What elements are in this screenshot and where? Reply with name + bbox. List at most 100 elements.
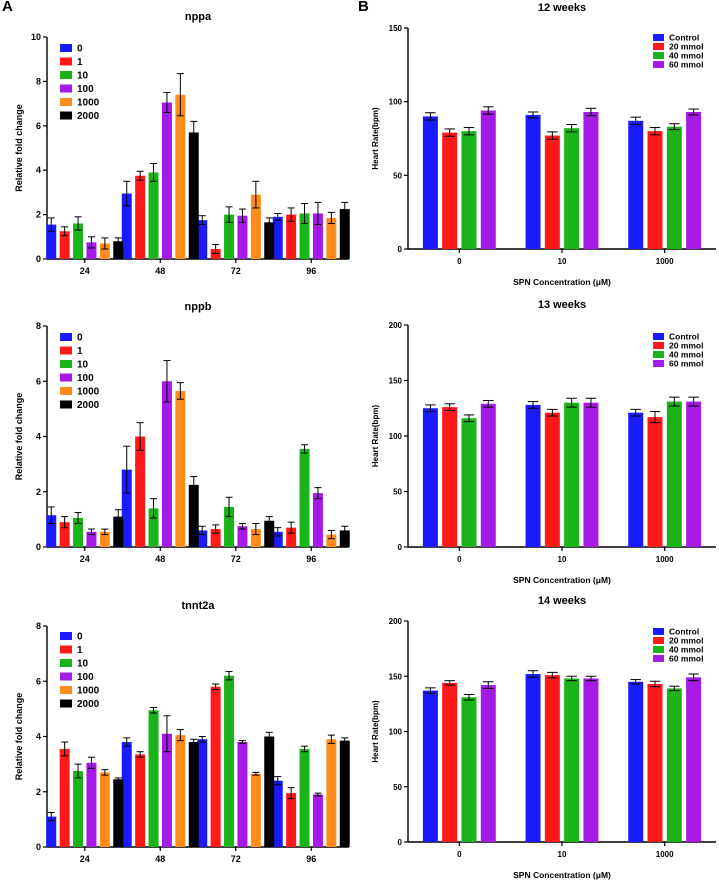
bar — [46, 816, 57, 847]
y-tick-label: 6 — [36, 121, 41, 131]
panel-label-b: B — [358, 0, 369, 15]
y-tick-label: 10 — [31, 32, 41, 42]
legend-swatch — [60, 98, 72, 106]
y-tick-label: 150 — [389, 24, 403, 33]
bar — [188, 132, 199, 259]
chart-title: 14 weeks — [538, 595, 586, 607]
y-tick-label: 50 — [393, 171, 402, 180]
y-tick-label: 150 — [389, 672, 403, 681]
bar — [442, 407, 458, 547]
y-tick-label: 8 — [36, 321, 41, 331]
legend-swatch — [60, 111, 72, 120]
bar — [647, 131, 663, 249]
bar — [422, 116, 438, 250]
y-tick-label: 6 — [36, 376, 41, 386]
bar — [564, 678, 580, 842]
x-tick-label: 72 — [231, 854, 241, 864]
legend-swatch — [653, 351, 664, 358]
legend-swatch — [60, 400, 72, 409]
legend: 0 1 10 100 1000 2000 — [60, 333, 100, 411]
bar — [197, 530, 208, 547]
y-tick-label: 0 — [398, 245, 403, 254]
legend-label: 1000 — [77, 98, 100, 109]
bar — [86, 762, 97, 847]
x-tick-label: 0 — [457, 257, 462, 266]
bar — [326, 739, 337, 847]
x-tick-label: 48 — [155, 554, 165, 564]
bar — [299, 448, 310, 547]
legend-swatch — [60, 71, 72, 79]
legend-label: 40 mmol — [669, 645, 704, 655]
y-tick-label: 2 — [36, 787, 41, 797]
legend-label: Control — [669, 627, 699, 637]
bar — [666, 401, 682, 547]
bar — [339, 209, 350, 259]
bar — [628, 120, 644, 249]
bar — [73, 517, 84, 547]
chart-title: nppa — [185, 11, 212, 23]
x-tick-label: 1000 — [656, 555, 674, 564]
legend-swatch — [653, 61, 664, 68]
x-tick-label: 24 — [80, 266, 90, 276]
bar — [442, 682, 458, 842]
bar — [197, 220, 208, 259]
legend: 0 1 10 100 1000 2000 — [60, 632, 100, 710]
bar — [113, 779, 124, 847]
x-axis-label: SPN Concentration (μM) — [513, 277, 611, 287]
legend-label: Control — [669, 332, 699, 342]
legend-label: 2000 — [77, 400, 100, 411]
bar — [113, 516, 124, 547]
bar — [59, 748, 70, 847]
chart-title: nppb — [185, 301, 212, 313]
bar — [564, 128, 580, 249]
legend-label: 100 — [77, 373, 94, 384]
bar — [210, 249, 221, 259]
x-axis-label: SPN Concentration (μM) — [513, 575, 611, 585]
bar — [224, 214, 235, 259]
chart-5: 13 weeks 0 50 100 150 200 Heart Rate(bpm) 0 10 10… — [371, 299, 716, 585]
y-axis-label: Heart Rate(bpm) — [371, 107, 380, 170]
bar — [59, 522, 70, 547]
bar — [188, 742, 199, 847]
bar — [224, 675, 235, 847]
legend-label: 1000 — [77, 387, 100, 398]
legend-swatch — [60, 387, 72, 395]
bar — [264, 736, 275, 847]
bar — [525, 404, 541, 547]
bar — [250, 773, 261, 847]
legend-swatch — [653, 333, 664, 340]
bar — [666, 126, 682, 249]
legend-swatch — [653, 637, 664, 644]
bar — [326, 217, 337, 259]
bar — [525, 674, 541, 842]
legend-label: 10 — [77, 360, 89, 371]
bar — [647, 417, 663, 547]
legend-label: 1 — [77, 346, 83, 357]
bar — [148, 172, 159, 259]
bar — [59, 231, 70, 259]
chart-title: tnnt2a — [182, 600, 216, 612]
legend-swatch — [653, 646, 664, 653]
legend-label: 1 — [77, 57, 83, 68]
bar — [175, 94, 186, 259]
bar — [461, 697, 477, 842]
y-tick-label: 4 — [36, 432, 41, 442]
bar — [135, 754, 146, 847]
y-tick-label: 0 — [36, 542, 41, 552]
bar — [564, 402, 580, 547]
bar — [583, 678, 599, 842]
bar — [480, 403, 496, 547]
bar — [312, 213, 323, 259]
bar — [525, 114, 541, 249]
y-axis-label: Heart Rate(bpm) — [371, 405, 380, 468]
chart-title: 13 weeks — [538, 299, 586, 311]
legend-swatch — [60, 632, 72, 640]
y-tick-label: 100 — [389, 728, 403, 737]
y-tick-label: 4 — [36, 732, 41, 742]
bar — [422, 690, 438, 842]
bar — [461, 418, 477, 547]
legend-label: 60 mmol — [669, 60, 704, 70]
